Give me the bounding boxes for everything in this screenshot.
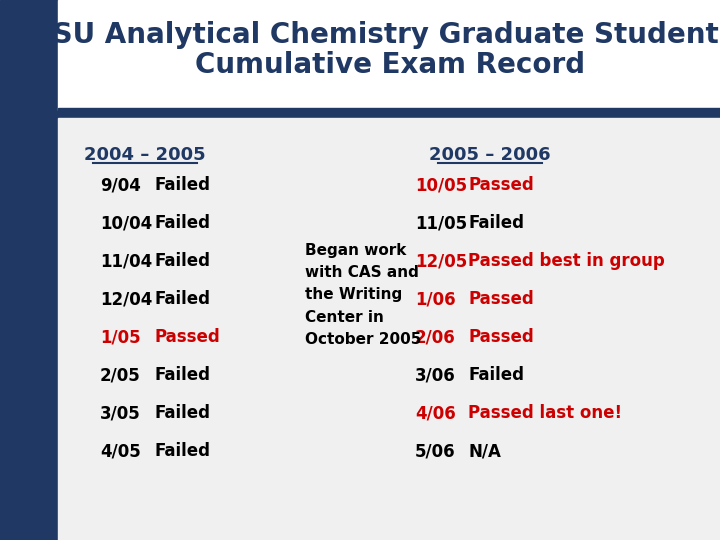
Text: Failed: Failed [155, 252, 211, 270]
Text: 11/05: 11/05 [415, 214, 467, 232]
Bar [58, 108, 720, 118]
Text: 2004 – 2005: 2004 – 2005 [84, 146, 206, 164]
Text: Passed: Passed [468, 290, 534, 308]
Text: 10/04: 10/04 [100, 214, 152, 232]
Text: LSU Analytical Chemistry Graduate Student’s: LSU Analytical Chemistry Graduate Studen… [35, 21, 720, 49]
Text: 3/05: 3/05 [100, 404, 140, 422]
Text: Passed: Passed [468, 328, 534, 346]
Text: 4/06: 4/06 [415, 404, 456, 422]
Text: 11/04: 11/04 [100, 252, 152, 270]
Text: Began work
with CAS and
the Writing
Center in
October 2005: Began work with CAS and the Writing Cent… [305, 243, 421, 347]
Text: Failed: Failed [155, 214, 211, 232]
Text: Cumulative Exam Record: Cumulative Exam Record [195, 51, 585, 79]
Text: Passed best in group: Passed best in group [468, 252, 665, 270]
Text: 5/06: 5/06 [415, 442, 456, 460]
Text: Failed: Failed [155, 290, 211, 308]
Text: Passed: Passed [155, 328, 221, 346]
Text: Failed: Failed [155, 366, 211, 384]
Text: Failed: Failed [155, 442, 211, 460]
Text: 12/05: 12/05 [415, 252, 467, 270]
Text: Failed: Failed [468, 214, 524, 232]
Text: 2005 – 2006: 2005 – 2006 [429, 146, 551, 164]
Text: 9/04: 9/04 [100, 176, 141, 194]
Bar [0, 0, 58, 540]
Text: 10/05: 10/05 [415, 176, 467, 194]
Text: 1/05: 1/05 [100, 328, 140, 346]
Text: Failed: Failed [155, 176, 211, 194]
Text: Passed: Passed [468, 176, 534, 194]
Bar [58, 0, 720, 110]
Text: 3/06: 3/06 [415, 366, 456, 384]
Text: Passed last one!: Passed last one! [468, 404, 622, 422]
Text: 1/06: 1/06 [415, 290, 456, 308]
Text: 4/05: 4/05 [100, 442, 140, 460]
Text: Failed: Failed [155, 404, 211, 422]
Text: 12/04: 12/04 [100, 290, 153, 308]
Bar [58, 118, 720, 540]
Text: 2/05: 2/05 [100, 366, 140, 384]
Text: 2/06: 2/06 [415, 328, 456, 346]
Text: N/A: N/A [468, 442, 501, 460]
Text: Failed: Failed [468, 366, 524, 384]
